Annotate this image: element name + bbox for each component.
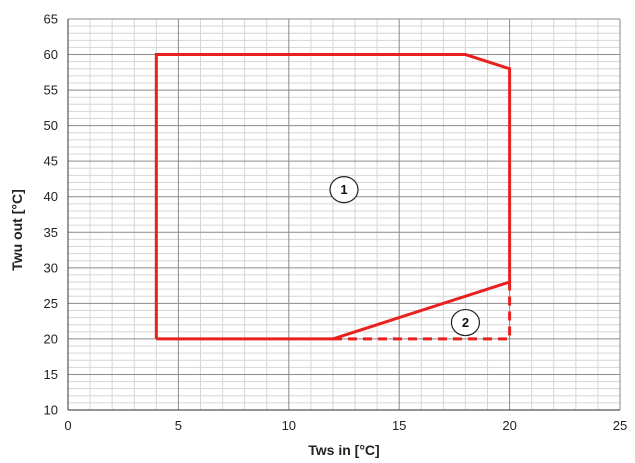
y-tick-label: 40 (44, 189, 58, 204)
major-grid (67, 18, 621, 411)
y-tick-label: 15 (44, 367, 58, 382)
region-marker-label: 1 (340, 182, 347, 197)
annotations: 12 (329, 176, 481, 337)
series-group (154, 53, 512, 341)
x-tick-labels: 0 5 10 15 20 25 (64, 418, 627, 433)
y-tick-label: 20 (44, 331, 58, 346)
y-tick-label: 65 (44, 12, 58, 27)
y-tick-labels: 10 15 20 25 30 35 40 45 50 55 60 65 (44, 12, 58, 418)
y-tick-label: 25 (44, 296, 58, 311)
x-tick-label: 10 (282, 418, 296, 433)
y-tick-label: 35 (44, 225, 58, 240)
region-marker-circle (450, 308, 481, 337)
minor-grid (68, 19, 620, 410)
y-tick-label: 55 (44, 83, 58, 98)
x-axis-label: Tws in [°C] (308, 442, 379, 458)
axes (67, 19, 620, 411)
dashed-range-line (332, 282, 512, 341)
x-tick-label: 0 (64, 418, 71, 433)
region-marker-label: 2 (462, 315, 469, 330)
region-marker-circle (329, 176, 359, 204)
y-tick-label: 30 (44, 260, 58, 275)
x-tick-label: 25 (613, 418, 627, 433)
y-tick-label: 60 (44, 47, 58, 62)
y-tick-label: 10 (44, 403, 58, 418)
x-tick-label: 20 (502, 418, 516, 433)
x-tick-label: 15 (392, 418, 406, 433)
y-tick-label: 50 (44, 118, 58, 133)
y-axis-label: Twu out [°C] (9, 189, 25, 271)
x-tick-label: 5 (175, 418, 182, 433)
y-tick-label: 45 (44, 154, 58, 169)
